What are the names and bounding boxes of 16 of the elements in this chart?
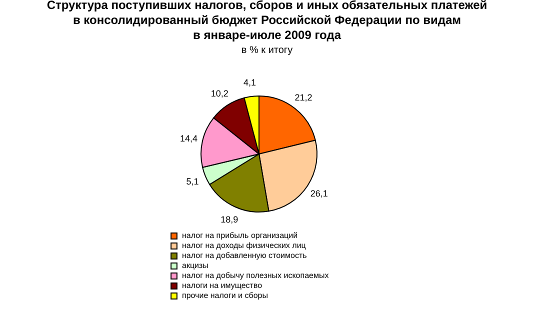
legend-label: налог на добычу полезных ископаемых xyxy=(182,271,329,280)
chart-subtitle: в % к итогу xyxy=(241,45,293,56)
legend-label: прочие налоги и сборы xyxy=(182,291,268,300)
data-label: 14,4 xyxy=(180,133,198,144)
data-label: 21,2 xyxy=(294,92,312,102)
legend-label: акцизы xyxy=(182,261,209,270)
legend-label: налоги на имущество xyxy=(182,281,263,290)
legend-label: налог на прибыль организаций xyxy=(182,231,298,240)
data-label: 18,9 xyxy=(220,214,238,225)
data-label: 4,1 xyxy=(243,78,256,88)
legend-label: налог на доходы физических лиц xyxy=(182,241,306,250)
legend-label: налог на добавленную стоимость xyxy=(182,251,307,260)
data-label: 5,1 xyxy=(186,176,199,187)
data-label: 10,2 xyxy=(210,88,228,99)
chart-title: Структура поступивших налогов, сборов и иных обязательных платежей в консолидированный бюджет Российской Федерации по видам в январе-июле 2009 года xyxy=(46,0,488,42)
data-label: 26,1 xyxy=(310,188,328,199)
